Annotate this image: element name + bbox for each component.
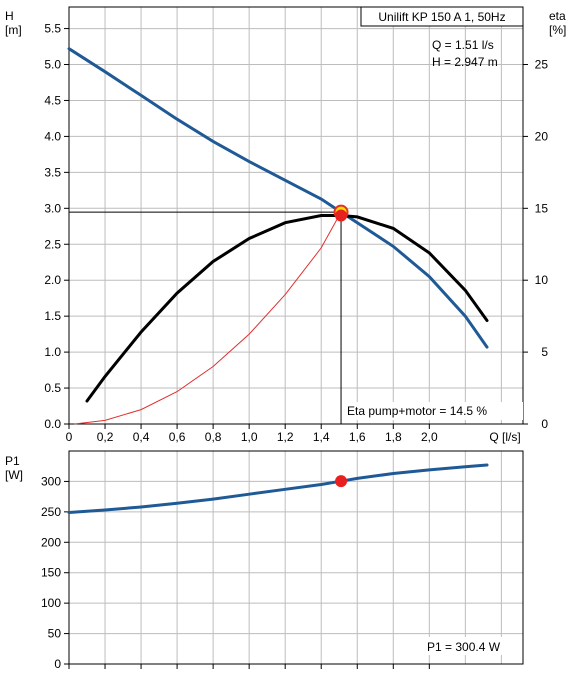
x-tick-label: 1,0: [241, 430, 258, 444]
y-tick-label-right: 0: [541, 417, 548, 431]
y-tick-label-right: 5: [541, 345, 548, 359]
title-box: [360, 6, 524, 27]
y-axis-name-right: eta: [549, 9, 566, 23]
x-tick-label: 2,0: [421, 430, 438, 444]
y-tick-label-right: 25: [535, 58, 549, 72]
p1-annotation: P1 = 300.4 W: [427, 640, 501, 654]
y-tick-label-left: 1.5: [44, 309, 61, 323]
power-point-marker: [335, 475, 348, 488]
x-tick-label: 0,8: [205, 430, 222, 444]
y-tick-label-p1: 150: [41, 566, 61, 580]
x-tick-label: 1,6: [349, 430, 366, 444]
y-tick-label-left: 4.0: [44, 129, 61, 143]
x-tick-label: 0: [66, 430, 73, 444]
y-axis-name-left: H: [5, 9, 14, 23]
y-tick-label-p1: 100: [41, 596, 61, 610]
y-tick-label-left: 5.0: [44, 58, 61, 72]
y-tick-label-right: 10: [535, 273, 549, 287]
head-curve: [67, 47, 489, 349]
eta-curve: [85, 214, 489, 403]
eta-point-marker: [335, 209, 348, 222]
y-tick-label-left: 0.0: [44, 417, 61, 431]
system-curve: [74, 211, 342, 425]
y-tick-label-left: 5.5: [44, 22, 61, 36]
y-tick-label-right: 15: [535, 201, 549, 215]
power-curve: [67, 463, 489, 514]
y-tick-label-p1: 50: [48, 627, 62, 641]
p1-axis-unit: [W]: [5, 468, 23, 482]
y-tick-label-left: 4.5: [44, 93, 61, 107]
y-tick-label-p1: 300: [41, 474, 61, 488]
y-tick-label-left: 3.5: [44, 165, 61, 179]
p1-axis-name: P1: [5, 454, 20, 468]
x-tick-label: 1,8: [385, 430, 402, 444]
x-tick-label: 1,4: [313, 430, 330, 444]
x-tick-label: 0,6: [169, 430, 186, 444]
x-axis-label: Q [l/s]: [489, 430, 520, 444]
bottom-plot-frame: [68, 450, 524, 665]
op-h-label: H = 2.947 m: [432, 55, 498, 69]
top-plot-frame: [68, 6, 524, 425]
y-tick-label-left: 0.5: [44, 381, 61, 395]
p1-annotation-bg: [420, 637, 520, 655]
y-tick-label-left: 2.0: [44, 273, 61, 287]
y-tick-label-left: 3.0: [44, 201, 61, 215]
x-tick-label: 0,4: [133, 430, 150, 444]
op-q-label: Q = 1.51 l/s: [432, 38, 494, 52]
y-tick-label-right: 20: [535, 129, 549, 143]
eta-annotation-bg: [344, 402, 523, 420]
x-tick-label: 1,2: [277, 430, 294, 444]
y-tick-label-p1: 250: [41, 505, 61, 519]
y-tick-label-p1: 0: [54, 657, 61, 671]
x-tick-label: 0,2: [97, 430, 114, 444]
y-tick-label-left: 2.5: [44, 237, 61, 251]
y-tick-label-left: 1.0: [44, 345, 61, 359]
chart-title: Unilift KP 150 A 1, 50Hz: [378, 10, 505, 24]
eta-annotation: Eta pump+motor = 14.5 %: [347, 404, 487, 418]
y-tick-label-p1: 200: [41, 535, 61, 549]
y-axis-unit-right: [%]: [549, 23, 566, 37]
y-axis-unit-left: [m]: [5, 23, 22, 37]
